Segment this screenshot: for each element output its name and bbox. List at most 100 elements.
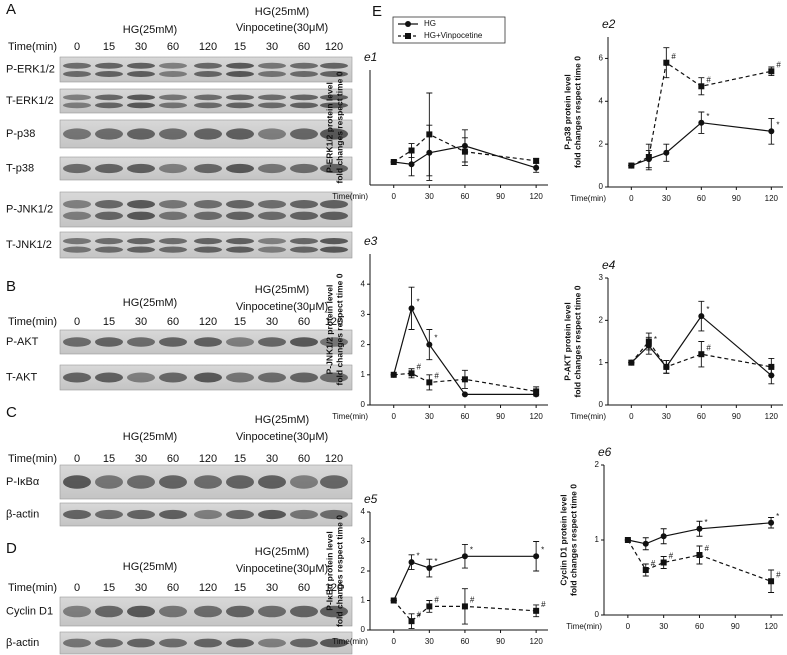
blot <box>59 231 353 259</box>
band <box>290 200 318 209</box>
time-label: Time(min) <box>8 316 57 328</box>
y-axis-label: fold changes respect time 0 <box>334 273 344 385</box>
row-label: P-ERK1/2 <box>6 63 55 75</box>
group-label: Vinpocetine(30μM) <box>236 301 328 313</box>
band <box>320 211 348 220</box>
x-tick-label: 120 <box>764 622 778 631</box>
series-line <box>627 539 772 582</box>
band <box>194 237 222 245</box>
x-tick-label: 30 <box>659 622 668 631</box>
time-value: 30 <box>135 316 147 328</box>
significance-note: # <box>651 559 656 568</box>
time-value: 15 <box>234 316 246 328</box>
time-value: 60 <box>298 453 310 465</box>
band <box>258 337 286 347</box>
significance-note: # <box>776 60 781 69</box>
y-axis-label: P-JNK1/2 protein level <box>324 285 334 375</box>
x-tick-label: 60 <box>697 194 706 203</box>
band <box>320 372 348 383</box>
band <box>194 475 222 489</box>
band <box>127 163 155 174</box>
band <box>290 102 318 109</box>
panel-label: E <box>372 3 382 20</box>
x-tick-label: 0 <box>392 192 397 201</box>
y-tick-label: 1 <box>361 596 366 605</box>
marker <box>698 351 705 358</box>
time-value: 120 <box>199 453 217 465</box>
chart-title: e5 <box>364 492 378 506</box>
time-value: 60 <box>298 582 310 594</box>
blot <box>59 88 353 114</box>
time-value: 30 <box>266 582 278 594</box>
band <box>95 237 123 245</box>
row-label: T-JNK1/2 <box>6 239 52 251</box>
y-tick-label: 1 <box>595 535 600 544</box>
band <box>194 62 222 69</box>
row-label: P-JNK1/2 <box>6 203 53 215</box>
band <box>258 163 286 174</box>
band <box>258 200 286 209</box>
time-value: 15 <box>103 582 115 594</box>
significance-note: * <box>776 512 779 521</box>
y-tick-label: 0 <box>595 610 600 619</box>
time-value: 120 <box>325 453 343 465</box>
time-value: 0 <box>74 316 80 328</box>
marker <box>698 83 705 90</box>
band <box>63 237 91 245</box>
band <box>159 128 187 140</box>
band <box>63 605 91 618</box>
band <box>95 163 123 174</box>
legend-box <box>392 16 506 44</box>
x-tick-label: 90 <box>496 637 505 646</box>
marker <box>642 567 649 573</box>
marker <box>645 338 652 345</box>
band <box>127 62 155 69</box>
blot <box>59 191 353 228</box>
band <box>194 211 222 220</box>
band <box>320 475 348 489</box>
y-axis-label: P-AKT protein level <box>562 302 572 380</box>
row-label: Cyclin D1 <box>6 605 53 617</box>
significance-note: * <box>470 545 473 554</box>
band <box>194 509 222 520</box>
y-tick-label: 3 <box>361 537 366 546</box>
y-tick-label: 3 <box>361 310 366 319</box>
band <box>159 509 187 520</box>
group-label: HG(25mM) <box>255 6 309 18</box>
x-tick-label: 0 <box>392 412 397 421</box>
row-label: P-IκBα <box>6 476 40 488</box>
time-value: 120 <box>325 41 343 53</box>
band <box>63 475 91 489</box>
significance-note: # <box>706 343 711 352</box>
band <box>194 605 222 618</box>
group-label: HG(25mM) <box>255 284 309 296</box>
y-axis-label: P-IκBα protein level <box>324 531 334 610</box>
y-axis-label: fold changes respect time 0 <box>568 484 578 596</box>
band <box>194 128 222 140</box>
band <box>258 237 286 245</box>
time-value: 120 <box>199 41 217 53</box>
y-tick-label: 1 <box>361 370 366 379</box>
band <box>320 638 348 648</box>
marker <box>390 159 397 165</box>
y-axis-label: P-ERK1/2 protein level <box>324 82 334 173</box>
band <box>159 638 187 648</box>
band <box>159 163 187 174</box>
time-value: 30 <box>266 316 278 328</box>
significance-note: # <box>417 610 422 619</box>
band <box>290 372 318 383</box>
y-tick-label: 4 <box>599 96 604 105</box>
x-tick-label: 120 <box>765 412 779 421</box>
band <box>63 211 91 220</box>
group-label: HG(25mM) <box>123 297 177 309</box>
marker <box>408 618 415 625</box>
row-label: β-actin <box>6 637 39 649</box>
significance-note: * <box>434 334 437 343</box>
band <box>159 200 187 209</box>
band <box>95 94 123 101</box>
significance-note: # <box>704 544 709 553</box>
band <box>194 71 222 77</box>
band <box>159 475 187 489</box>
band <box>258 638 286 648</box>
band <box>127 475 155 489</box>
